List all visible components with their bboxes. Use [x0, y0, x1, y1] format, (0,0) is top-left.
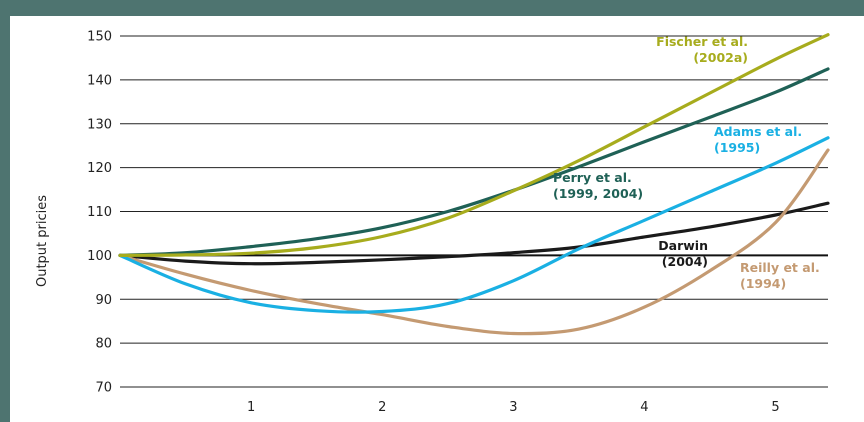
- series-label-line: (1995): [714, 140, 760, 155]
- series-label-line: Darwin: [658, 238, 708, 253]
- series-label-darwin: Darwin (2004): [658, 238, 708, 269]
- series-label-fischer: Fischer et al. (2002a): [656, 34, 748, 65]
- y-tick-label: 120: [87, 161, 112, 176]
- series-label-line: Fischer et al.: [656, 34, 748, 49]
- series-label-line: (2004): [662, 254, 708, 269]
- x-tick-label: 3: [509, 400, 517, 415]
- y-tick-label: 70: [95, 381, 112, 396]
- series-label-line: (2002a): [693, 50, 748, 65]
- x-tick-label: 5: [771, 400, 779, 415]
- y-tick-label: 150: [87, 30, 112, 45]
- y-tick-label: 90: [95, 293, 112, 308]
- y-tick-label: 110: [87, 205, 112, 220]
- series-line-reilly: [118, 148, 830, 336]
- y-tick-label: 130: [87, 117, 112, 132]
- series-label-perry: Perry et al. (1999, 2004): [553, 170, 643, 201]
- y-tick-label: 80: [95, 337, 112, 352]
- series-label-line: (1999, 2004): [553, 186, 643, 201]
- x-tick-label: 2: [378, 400, 386, 415]
- y-tick-label: 140: [87, 73, 112, 88]
- series-label-line: Perry et al.: [553, 170, 632, 185]
- series-line-adams: [118, 136, 830, 314]
- series-label-adams: Adams et al. (1995): [714, 124, 802, 155]
- series-label-line: (1994): [740, 276, 786, 291]
- y-axis-label: Output pricies: [35, 195, 50, 287]
- series-line-perry: [118, 67, 830, 257]
- chart-panel: 70 80 90 100 110 120 130 140 150 1 2 3 4 5 Darwin (200…: [10, 16, 864, 422]
- y-tick-label: 100: [87, 249, 112, 264]
- x-tick-label: 4: [640, 400, 648, 415]
- series-line-fischer: [118, 33, 830, 257]
- series-label-line: Adams et al.: [714, 124, 802, 139]
- series-line-darwin: [118, 201, 830, 266]
- series-label-line: Reilly et al.: [740, 260, 820, 275]
- x-tick-label: 1: [247, 400, 255, 415]
- series-label-reilly: Reilly et al. (1994): [740, 260, 820, 291]
